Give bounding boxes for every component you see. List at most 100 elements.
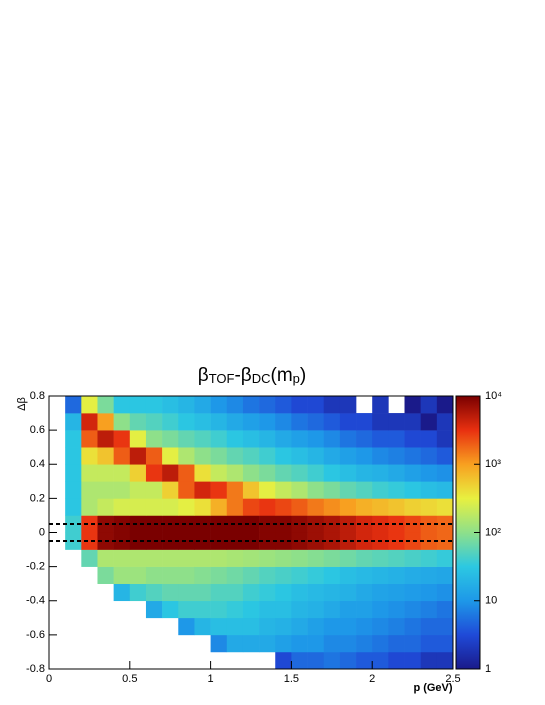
- heatmap-cell: [162, 413, 179, 431]
- heatmap-cell: [404, 583, 421, 602]
- heatmap-cell: [226, 583, 244, 602]
- heatmap-cell: [275, 481, 292, 499]
- heatmap-cell: [323, 566, 341, 584]
- heatmap-cell: [339, 532, 357, 550]
- heatmap-cell: [323, 447, 341, 465]
- x-tick-label: 1.5: [284, 673, 299, 685]
- heatmap-cell: [97, 498, 114, 516]
- heatmap-cell: [436, 430, 454, 448]
- heatmap-cell: [242, 617, 260, 636]
- heatmap-cell: [178, 413, 195, 431]
- heatmap-cell: [388, 498, 405, 516]
- heatmap-cell: [436, 396, 454, 414]
- heatmap-cell: [178, 447, 195, 465]
- heatmap-cell: [372, 481, 389, 499]
- heatmap-cell: [242, 464, 260, 482]
- heatmap-cell: [356, 651, 373, 670]
- heatmap-cell: [97, 413, 114, 431]
- heatmap-cell: [339, 617, 357, 636]
- heatmap-cell: [275, 413, 292, 431]
- heatmap-cell: [372, 617, 389, 636]
- heatmap-cell: [162, 549, 179, 567]
- heatmap-cell: [259, 413, 276, 431]
- heatmap-cell: [372, 566, 389, 584]
- heatmap-cell: [339, 634, 357, 653]
- heatmap-cell: [275, 447, 292, 465]
- heatmap-cell: [420, 583, 438, 602]
- heatmap-cell: [339, 566, 357, 584]
- heatmap-cell: [388, 651, 405, 670]
- heatmap-cell: [339, 651, 357, 670]
- heatmap-cell: [226, 396, 244, 414]
- heatmap-cell: [372, 498, 389, 516]
- heatmap-cell: [307, 498, 325, 516]
- heatmap-cell: [356, 600, 373, 619]
- heatmap-cell: [388, 532, 405, 550]
- title-part: p: [293, 371, 300, 386]
- heatmap-cell: [81, 396, 98, 414]
- heatmap-cell: [436, 464, 454, 482]
- heatmap-cell: [113, 413, 131, 431]
- heatmap-cell: [436, 600, 454, 619]
- heatmap-cell: [356, 464, 373, 482]
- heatmap-cell: [259, 600, 276, 619]
- heatmap-cell: [323, 549, 341, 567]
- heatmap-cell: [356, 498, 373, 516]
- heatmap-cell: [194, 566, 211, 584]
- heatmap-cell: [372, 600, 389, 619]
- heatmap-cell: [194, 515, 211, 533]
- heatmap-cell: [307, 430, 325, 448]
- heatmap-cell: [210, 464, 228, 482]
- x-tick-label: 0: [46, 673, 52, 685]
- heatmap-cell: [81, 464, 98, 482]
- heatmap-cell: [404, 481, 421, 499]
- heatmap-cell: [436, 634, 454, 653]
- y-tick-label: 0.8: [30, 390, 45, 402]
- heatmap-cell: [339, 396, 357, 414]
- y-tick-label: 0.2: [30, 492, 45, 504]
- heatmap-cell: [291, 413, 308, 431]
- heatmap-cell: [210, 634, 228, 653]
- heatmap-cell: [307, 447, 325, 465]
- heatmap-cell: [259, 634, 276, 653]
- heatmap-cell: [307, 651, 325, 670]
- heatmap-cell: [178, 515, 195, 533]
- heatmap-cell: [404, 396, 421, 414]
- heatmap-cell: [194, 464, 211, 482]
- heatmap-cell: [194, 430, 211, 448]
- y-tick-label: -0.2: [26, 561, 45, 573]
- heatmap-cell: [436, 413, 454, 431]
- heatmap-cell: [307, 413, 325, 431]
- heatmap-cell: [339, 498, 357, 516]
- heatmap-cell: [275, 583, 292, 602]
- heatmap-cell: [242, 430, 260, 448]
- y-tick-label: 0.6: [30, 424, 45, 436]
- heatmap-cell: [97, 566, 114, 584]
- heatmap-cell: [178, 583, 195, 602]
- heatmap-cell: [242, 634, 260, 653]
- heatmap-cell: [275, 617, 292, 636]
- heatmap-cell: [436, 651, 454, 670]
- heatmap-cell: [226, 464, 244, 482]
- heatmap-cell: [162, 430, 179, 448]
- heatmap-cell: [242, 396, 260, 414]
- heatmap-cell: [275, 396, 292, 414]
- heatmap-cell: [420, 430, 438, 448]
- heatmap-cell: [275, 498, 292, 516]
- heatmap-cell: [291, 396, 308, 414]
- heatmap-cell: [210, 600, 228, 619]
- heatmap-cell: [291, 498, 308, 516]
- heatmap-cell: [178, 430, 195, 448]
- heatmap-cell: [129, 464, 147, 482]
- heatmap-cell: [194, 447, 211, 465]
- heatmap-cell: [129, 413, 147, 431]
- heatmap-cell: [356, 549, 373, 567]
- heatmap-cell: [129, 532, 147, 550]
- heatmap-cell: [388, 447, 405, 465]
- heatmap-cell: [404, 566, 421, 584]
- title-part: (m: [271, 365, 293, 386]
- heatmap-cell: [226, 447, 244, 465]
- heatmap-cell: [210, 617, 228, 636]
- heatmap-cell: [210, 481, 228, 499]
